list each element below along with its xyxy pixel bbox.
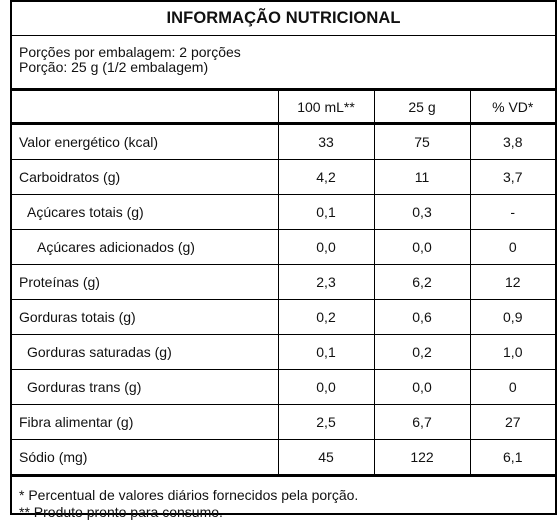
value-daily-percent: - (469, 194, 555, 230)
header-per-100ml: 100 mL** (277, 91, 374, 125)
value-daily-percent: 6,1 (469, 439, 555, 477)
value-per-100ml: 0,1 (277, 334, 374, 370)
table-row: Sódio (mg) 45 122 6,1 (12, 439, 555, 477)
value-per-portion: 0,0 (373, 369, 470, 405)
table-row: Carboidratos (g) 4,2 11 3,7 (12, 159, 555, 195)
value-per-portion: 0,6 (373, 299, 470, 335)
value-per-100ml: 45 (277, 439, 374, 477)
value-per-portion: 0,2 (373, 334, 470, 370)
table-header-row: 100 mL** 25 g % VD* (12, 91, 555, 125)
nutrient-label: Fibra alimentar (g) (12, 404, 278, 440)
value-daily-percent: 0,9 (469, 299, 555, 335)
nutrient-label: Gorduras trans (g) (12, 369, 278, 405)
table-row: Gorduras saturadas (g) 0,1 0,2 1,0 (12, 334, 555, 370)
footnote-ready-to-consume: ** Produto pronto para consumo. (19, 504, 223, 520)
nutrient-label: Proteínas (g) (12, 264, 278, 300)
value-per-portion: 0,3 (373, 194, 470, 230)
value-per-portion: 6,7 (373, 404, 470, 440)
value-daily-percent: 27 (469, 404, 555, 440)
value-daily-percent: 3,8 (469, 123, 555, 160)
value-per-portion: 6,2 (373, 264, 470, 300)
value-per-100ml: 0,1 (277, 194, 374, 230)
table-row: Valor energético (kcal) 33 75 3,8 (12, 123, 555, 160)
nutrient-label: Açúcares adicionados (g) (12, 229, 278, 265)
nutrient-label: Sódio (mg) (12, 439, 278, 477)
nutrition-facts-panel: INFORMAÇÃO NUTRICIONAL Porções por embal… (10, 0, 557, 520)
value-per-portion: 0,0 (373, 229, 470, 265)
portion-info: Porções por embalagem: 2 porções Porção:… (12, 36, 555, 91)
nutrient-label: Gorduras totais (g) (12, 299, 278, 335)
table-row: Gorduras trans (g) 0,0 0,0 0 (12, 369, 555, 405)
value-per-portion: 75 (373, 123, 470, 160)
table-row: Proteínas (g) 2,3 6,2 12 (12, 264, 555, 300)
panel-title: INFORMAÇÃO NUTRICIONAL (12, 2, 555, 36)
value-per-100ml: 2,3 (277, 264, 374, 300)
value-per-portion: 122 (373, 439, 470, 477)
value-per-100ml: 0,0 (277, 369, 374, 405)
value-daily-percent: 0 (469, 369, 555, 405)
nutrient-label: Açúcares totais (g) (12, 194, 278, 230)
value-per-100ml: 33 (277, 123, 374, 160)
header-per-portion: 25 g (373, 91, 470, 125)
nutrition-table: 100 mL** 25 g % VD* Valor energético (kc… (12, 91, 555, 477)
value-daily-percent: 3,7 (469, 159, 555, 195)
header-daily-value: % VD* (469, 91, 555, 125)
table-row: Fibra alimentar (g) 2,5 6,7 27 (12, 404, 555, 440)
value-daily-percent: 0 (469, 229, 555, 265)
value-daily-percent: 12 (469, 264, 555, 300)
table-row: Açúcares totais (g) 0,1 0,3 - (12, 194, 555, 230)
table-row: Gorduras totais (g) 0,2 0,6 0,9 (12, 299, 555, 335)
nutrient-label: Carboidratos (g) (12, 159, 278, 195)
footnotes: * Percentual de valores diários fornecid… (12, 477, 555, 521)
value-per-100ml: 0,2 (277, 299, 374, 335)
table-row: Açúcares adicionados (g) 0,0 0,0 0 (12, 229, 555, 265)
header-nutrient (12, 91, 278, 125)
value-per-portion: 11 (373, 159, 470, 195)
serving-size: Porção: 25 g (1/2 embalagem) (19, 59, 209, 75)
value-daily-percent: 1,0 (469, 334, 555, 370)
footnote-daily-value: * Percentual de valores diários fornecid… (19, 487, 359, 503)
servings-per-package: Porções por embalagem: 2 porções (19, 44, 241, 60)
value-per-100ml: 0,0 (277, 229, 374, 265)
nutrient-label: Valor energético (kcal) (12, 123, 278, 160)
value-per-100ml: 2,5 (277, 404, 374, 440)
value-per-100ml: 4,2 (277, 159, 374, 195)
nutrient-label: Gorduras saturadas (g) (12, 334, 278, 370)
